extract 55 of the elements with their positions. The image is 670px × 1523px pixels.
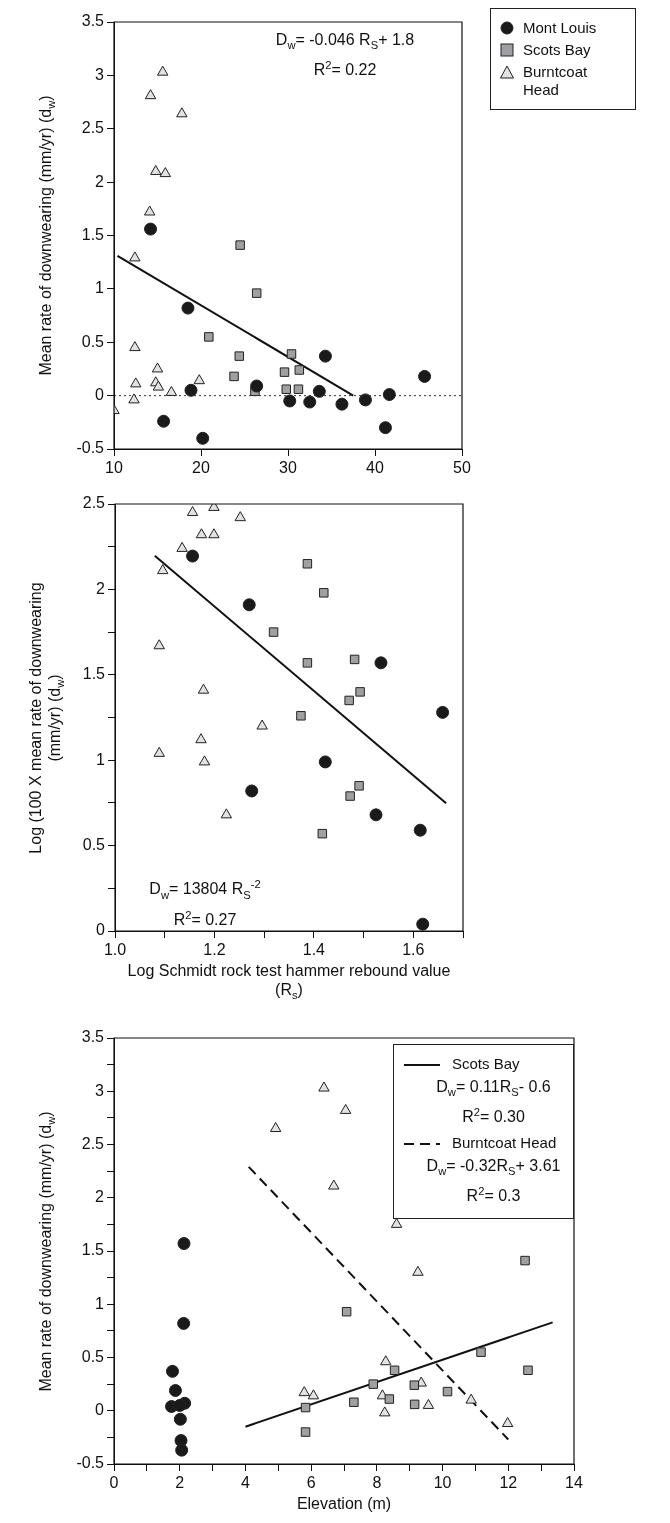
y-tick-label: 2 (96, 579, 106, 597)
y-tick-label: -0.5 (76, 1454, 105, 1472)
legend-label: Scots Bay (452, 1055, 520, 1073)
legend-label: Scots Bay (523, 41, 591, 59)
x-tick-label: 20 (192, 459, 210, 477)
y-tick-label: 0.5 (81, 1347, 105, 1365)
annotation: R$^{2}$= 0.30 (461, 1105, 526, 1128)
legend-label: Burntcoat Head (452, 1133, 557, 1152)
annotation: D$_{w}$= 0.11R$_{S}$- 0.6 (435, 1077, 552, 1101)
legend-label: Mont Louis (523, 19, 597, 37)
annotation: D$_{w}$= -0.32R$_{S}$+ 3.61 (425, 1155, 562, 1179)
y-tick-label: 0 (95, 386, 105, 404)
x-tick-label: 10 (105, 459, 123, 477)
y-tick-label: 3.5 (81, 12, 105, 30)
y-tick-label: 0.5 (81, 332, 105, 350)
x-tick-label: 1.6 (402, 941, 425, 959)
y-tick-label: 0.5 (82, 836, 106, 854)
y-tick-label: 1 (95, 279, 105, 297)
legend-label: Burntcoat Head (523, 63, 589, 99)
y-tick-label: 1.5 (81, 1241, 105, 1259)
y-tick-label: 1.5 (82, 665, 106, 683)
y-tick-label: 2.5 (81, 119, 105, 137)
y-tick-label: 1.5 (81, 225, 105, 243)
x-tick-label: 4 (240, 1474, 250, 1492)
annotation: R$^{2}$= 0.22 (312, 58, 378, 81)
y-tick-label: 0 (95, 1401, 105, 1419)
x-tick-label: 12 (499, 1474, 518, 1492)
annotation: D$_{w}$= -0.046 R$_{S}$+ 1.8 (274, 30, 416, 54)
annotation: R$^{2}$= 0.3 (465, 1183, 522, 1207)
x-axis-title: Log Schmidt rock test hammer rebound value (R$_{s}$) (126, 961, 452, 1004)
x-tick-label: 1.2 (203, 941, 226, 959)
x-tick-label: 1.4 (302, 941, 326, 959)
x-tick-label: 50 (453, 459, 471, 477)
x-tick-label: 40 (366, 459, 384, 477)
y-tick-label: 2 (95, 1188, 105, 1206)
y-tick-label: 2.5 (81, 1134, 105, 1152)
x-tick-label: 10 (433, 1474, 452, 1492)
x-tick-label: 0 (109, 1474, 119, 1492)
y-tick-label: 1 (95, 1294, 105, 1312)
y-tick-label: 3.5 (81, 1028, 105, 1046)
x-tick-label: 14 (565, 1474, 583, 1492)
x-tick-label: 6 (306, 1474, 316, 1492)
y-tick-label: 1 (96, 750, 106, 768)
y-tick-label: 2.5 (82, 494, 106, 512)
x-tick-label: 30 (279, 459, 297, 477)
y-tick-label: 0 (96, 921, 106, 939)
x-axis-title: Elevation (m) (295, 1494, 393, 1513)
y-tick-label: 3 (95, 1081, 105, 1099)
y-tick-label: 3 (95, 65, 105, 83)
x-tick-label: 1.0 (103, 941, 127, 959)
y-tick-label: -0.5 (76, 439, 105, 457)
annotation: R$^{2}$= 0.27 (172, 907, 238, 930)
y-tick-label: 2 (95, 172, 105, 190)
x-tick-label: 2 (175, 1474, 185, 1492)
x-tick-label: 8 (372, 1474, 382, 1492)
